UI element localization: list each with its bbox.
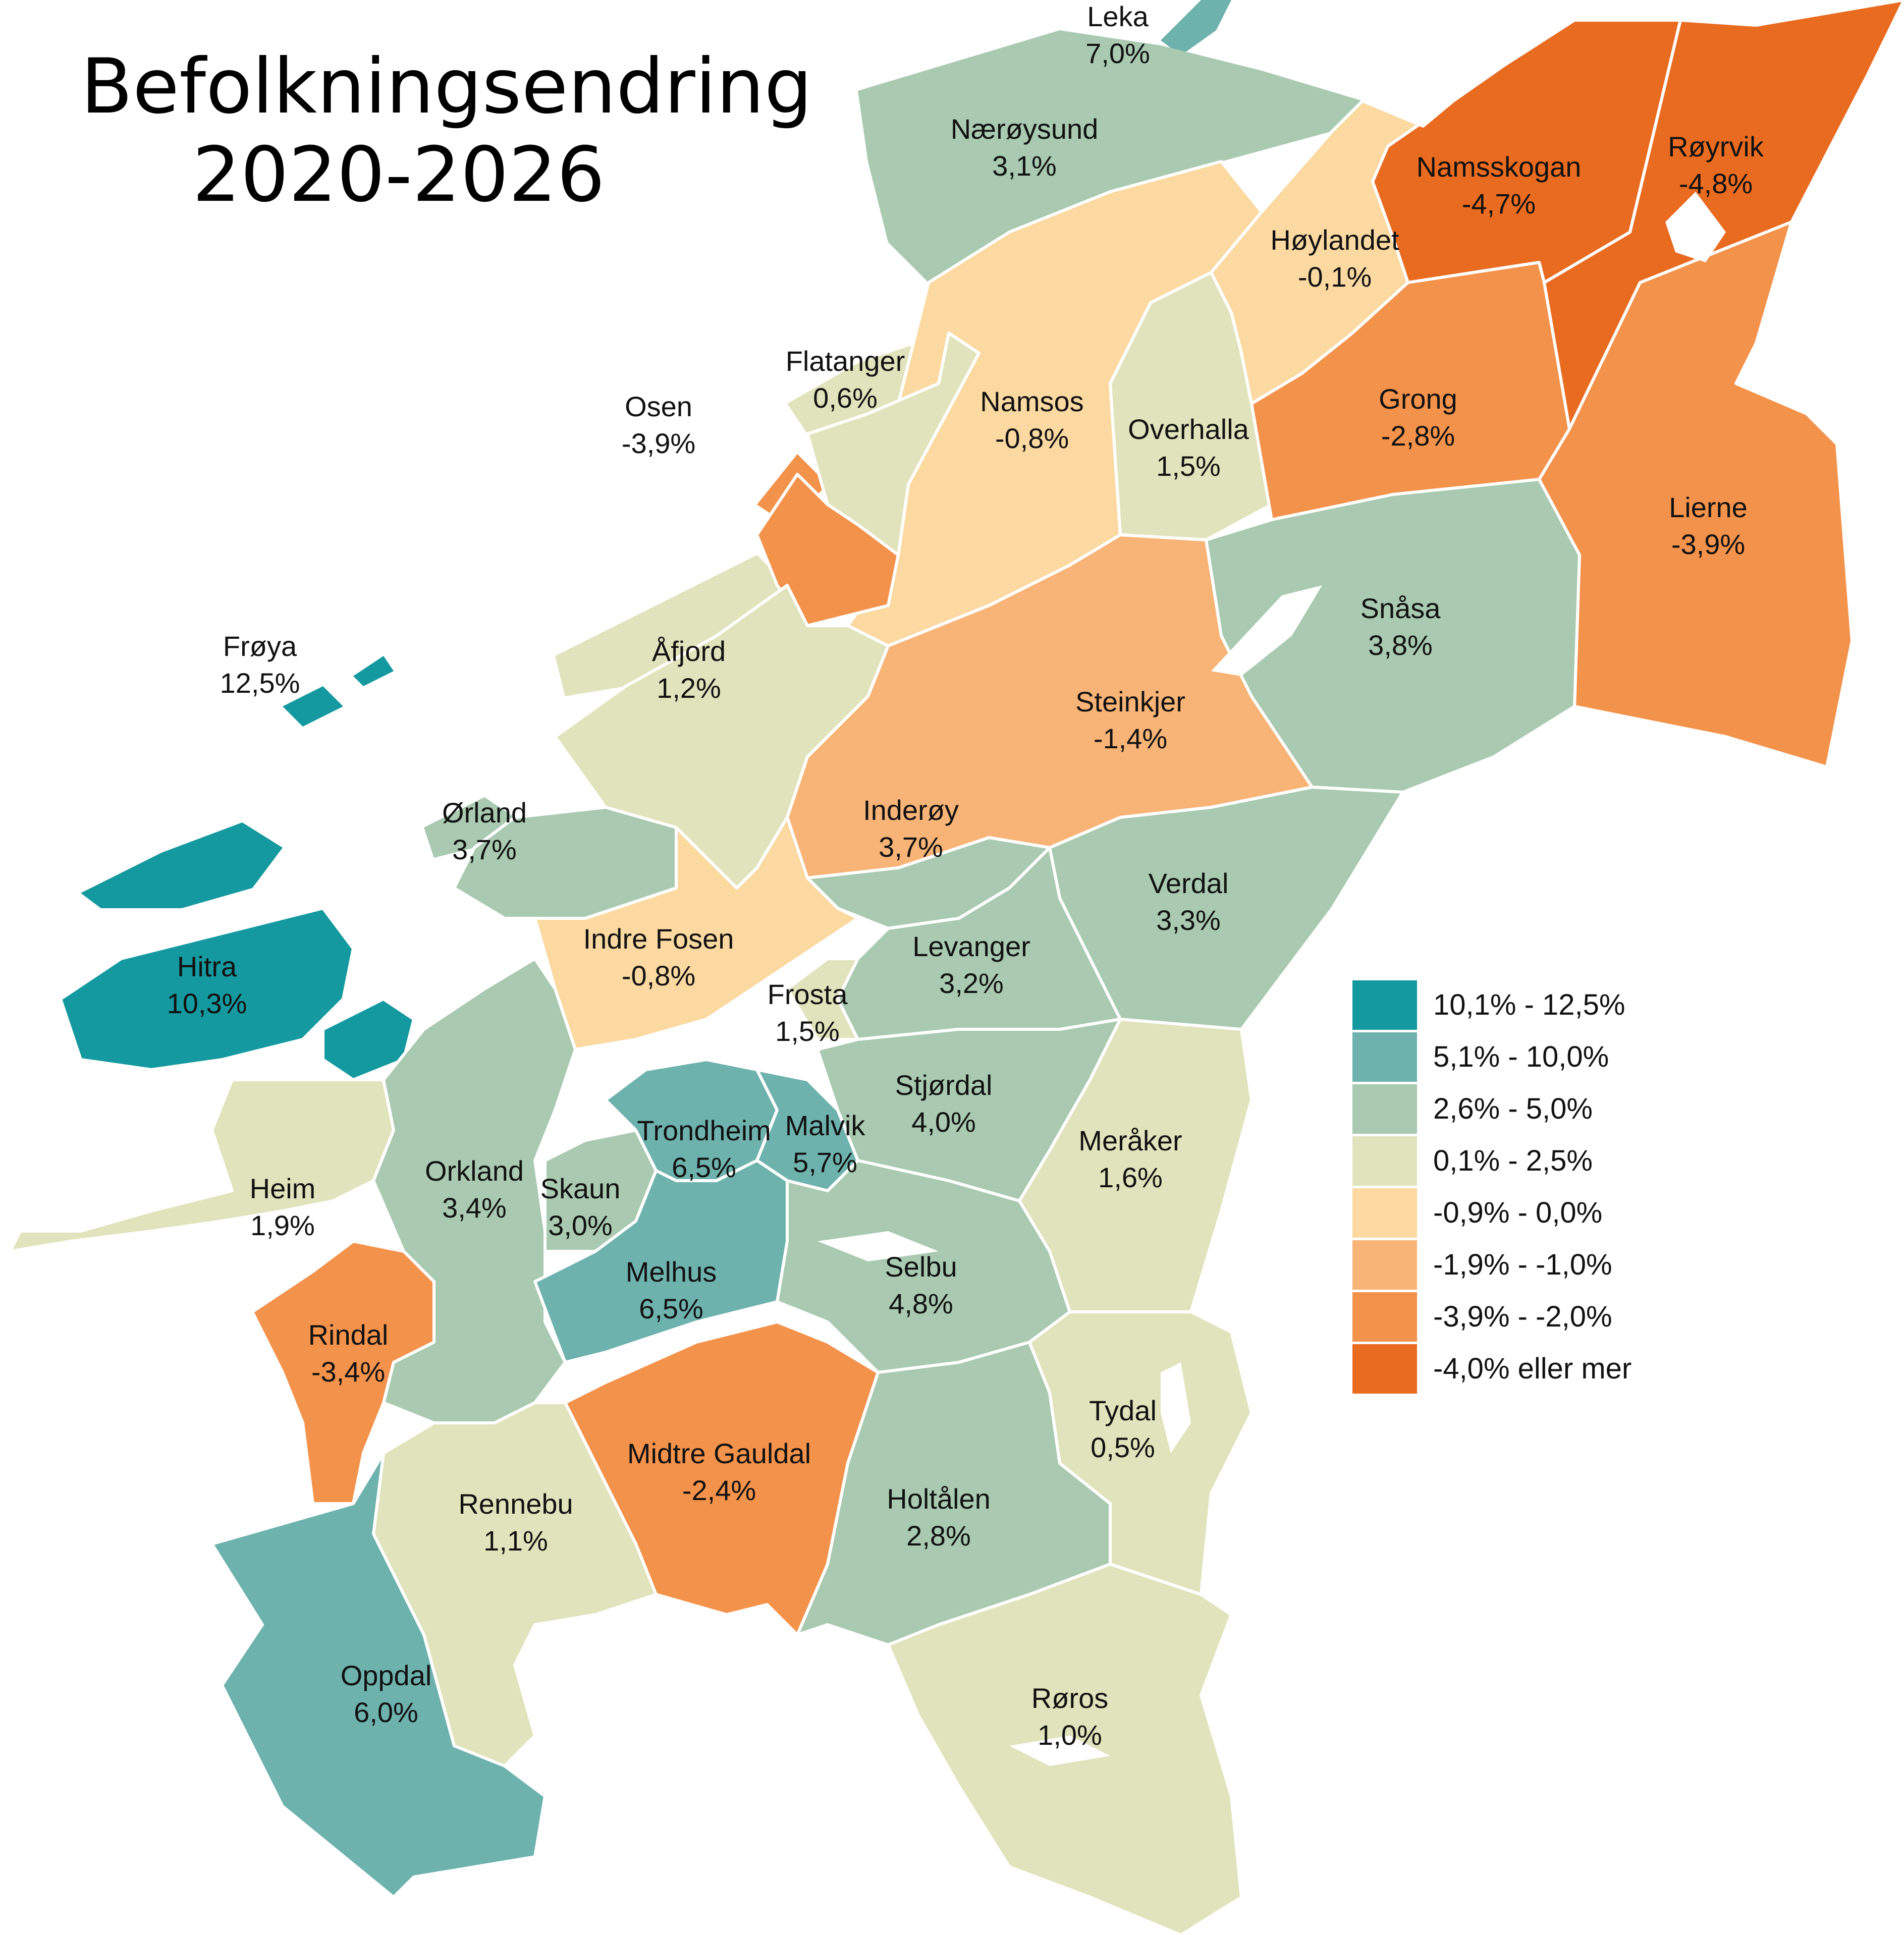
label-namsos: Namsos -0,8%	[980, 385, 1083, 454]
label-hitra: Hitra 10,3%	[167, 951, 247, 1019]
legend-item: 0,1% - 2,5%	[1352, 1135, 1631, 1187]
legend-label: -0,9% - 0,0%	[1433, 1196, 1603, 1229]
legend-swatch	[1352, 1136, 1417, 1186]
label-rindal: Rindal -3,4%	[308, 1319, 389, 1388]
legend-label: 0,1% - 2,5%	[1433, 1144, 1593, 1177]
region-oppdal	[210, 1452, 547, 1899]
legend-item: 2,6% - 5,0%	[1352, 1083, 1631, 1135]
islands-orland	[424, 797, 515, 858]
label-tydal: Tydal 0,5%	[1089, 1395, 1157, 1463]
label-malvik: Malvik 5,7%	[785, 1110, 866, 1178]
region-rindal	[251, 1240, 436, 1505]
region-frosta	[786, 957, 859, 1041]
label-inderoy: Inderøy 3,7%	[863, 794, 959, 863]
islands-froya-2	[283, 656, 394, 727]
label-namsskogan: Namsskogan -4,7%	[1417, 151, 1582, 219]
region-tydal	[1028, 1310, 1253, 1596]
legend-swatch	[1352, 1344, 1417, 1394]
label-rennebu: Rennebu 1,1%	[458, 1488, 573, 1557]
legend-swatch	[1352, 1084, 1417, 1134]
legend-label: -4,0% eller mer	[1433, 1352, 1632, 1385]
label-heim: Heim 1,9%	[250, 1173, 316, 1241]
label-grong: Grong -2,8%	[1379, 383, 1457, 452]
label-snasa: Snåsa 3,8%	[1361, 592, 1441, 661]
lake-tydal	[1161, 1362, 1191, 1453]
legend-swatch	[1352, 980, 1417, 1030]
legend-label: -3,9% - -2,0%	[1433, 1300, 1612, 1333]
label-orland: Ørland 3,7%	[442, 797, 527, 865]
legend-label: -1,9% - -1,0%	[1433, 1248, 1612, 1281]
legend-swatch	[1352, 1240, 1417, 1290]
region-indrefosen	[533, 816, 859, 1051]
label-meraker: Meråker 1,6%	[1078, 1125, 1182, 1193]
label-royrvik: Røyrvik -4,8%	[1668, 131, 1764, 199]
legend: 10,1% - 12,5% 5,1% - 10,0% 2,6% - 5,0% 0…	[1352, 979, 1631, 1395]
islands-afjord	[555, 555, 787, 696]
label-stjordal: Stjørdal 4,0%	[895, 1069, 993, 1138]
legend-label: 5,1% - 10,0%	[1433, 1040, 1609, 1073]
label-skaun: Skaun 3,0%	[540, 1173, 621, 1241]
region-hitra	[59, 907, 355, 1071]
label-leka: Leka 7,0%	[1085, 1, 1150, 69]
label-afjord: Åfjord 1,2%	[652, 635, 726, 704]
label-lierne: Lierne -3,9%	[1669, 491, 1748, 560]
lake-selbu	[818, 1231, 939, 1261]
legend-item: -1,9% - -1,0%	[1352, 1239, 1631, 1291]
lake-roros	[1009, 1736, 1110, 1766]
label-overhalla: Overhalla 1,5%	[1128, 413, 1249, 482]
label-flatanger: Flatanger 0,6%	[786, 345, 905, 414]
title-line-2: 2020-2026	[192, 131, 605, 219]
label-osen: Osen -3,9%	[622, 391, 695, 459]
region-melhus	[533, 1159, 789, 1364]
label-roros: Røros 1,0%	[1031, 1682, 1108, 1751]
legend-item: 5,1% - 10,0%	[1352, 1031, 1631, 1083]
map-title: Befolkningsendring 2020-2026	[81, 43, 812, 219]
legend-item: 10,1% - 12,5%	[1352, 979, 1631, 1031]
islands-naeroysund	[858, 30, 1363, 283]
legend-item: -4,0% eller mer	[1352, 1343, 1631, 1395]
label-oppdal: Oppdal 6,0%	[341, 1660, 432, 1728]
label-midtregauldal: Midtre Gauldal -2,4%	[627, 1438, 811, 1506]
label-indrefosen: Indre Fosen -0,8%	[583, 923, 734, 991]
lake-royrvik	[1665, 192, 1726, 262]
label-naeroysund: Nærøysund 3,1%	[951, 113, 1099, 182]
legend-swatch	[1352, 1292, 1417, 1342]
label-holtalen: Holtålen 2,8%	[887, 1483, 990, 1552]
label-melhus: Melhus 6,5%	[626, 1256, 717, 1324]
label-steinkjer: Steinkjer -1,4%	[1075, 686, 1185, 754]
label-orkland: Orkland 3,4%	[425, 1155, 524, 1224]
legend-label: 2,6% - 5,0%	[1433, 1092, 1593, 1125]
region-heim	[9, 1078, 395, 1253]
legend-swatch	[1352, 1188, 1417, 1238]
legend-item: -3,9% - -2,0%	[1352, 1291, 1631, 1343]
legend-item: -0,9% - 0,0%	[1352, 1187, 1631, 1239]
municipality-labels: Leka 7,0% Nærøysund 3,1% Namsskogan -4,7% R…	[167, 1, 1764, 1751]
lake-snasa	[1211, 585, 1322, 676]
label-selbu: Selbu 4,8%	[885, 1251, 957, 1319]
legend-swatch	[1352, 1032, 1417, 1082]
label-froya: Frøya 12,5%	[220, 630, 300, 699]
legend-label: 10,1% - 12,5%	[1433, 988, 1625, 1021]
label-levanger: Levanger 3,2%	[912, 930, 1030, 999]
label-hoylandet: Høylandet -0,1%	[1270, 224, 1399, 293]
label-frosta: Frosta 1,5%	[768, 978, 848, 1047]
label-trondheim: Trondheim 6,5%	[637, 1115, 771, 1183]
label-verdal: Verdal 3,3%	[1149, 867, 1229, 936]
island-leka	[1161, 0, 1231, 56]
title-line-1: Befolkningsendring	[81, 43, 812, 131]
islands-froya	[81, 822, 283, 908]
